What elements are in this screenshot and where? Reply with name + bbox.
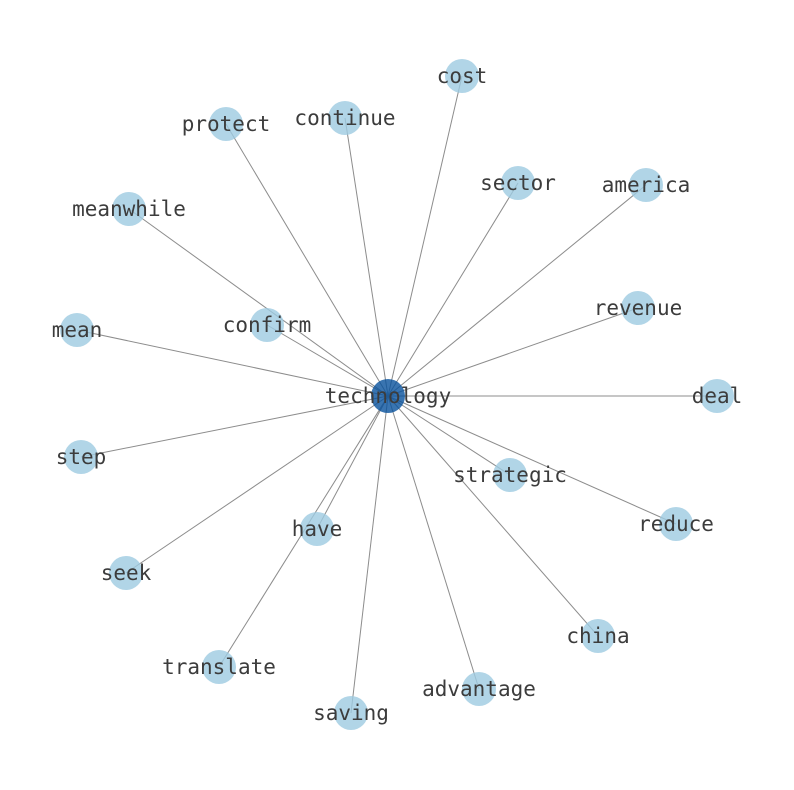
node-reduce	[659, 507, 693, 541]
edge-technology-advantage	[387, 395, 480, 690]
edge-technology-reduce	[387, 395, 677, 525]
node-label-confirm: confirm	[223, 313, 312, 337]
edge-technology-cost	[387, 75, 463, 397]
node-label-deal: deal	[692, 384, 743, 408]
node-label-meanwhile: meanwhile	[72, 197, 186, 221]
edge-technology-strategic	[387, 395, 511, 476]
node-label-china: china	[566, 624, 629, 648]
edge-technology-seek	[125, 395, 389, 574]
node-label-continue: continue	[294, 106, 395, 130]
node-saving	[334, 696, 368, 730]
node-label-mean: mean	[52, 318, 103, 342]
node-label-translate: translate	[162, 655, 276, 679]
edge-technology-revenue	[387, 307, 639, 397]
edge-technology-confirm	[266, 324, 389, 397]
node-america	[629, 168, 663, 202]
node-technology	[371, 379, 405, 413]
node-continue	[328, 101, 362, 135]
node-label-reduce: reduce	[638, 512, 714, 536]
edge-technology-continue	[344, 117, 389, 397]
node-translate	[202, 650, 236, 684]
node-label-america: america	[602, 173, 691, 197]
edge-technology-mean	[76, 329, 389, 397]
node-label-seek: seek	[101, 561, 152, 585]
edge-technology-meanwhile	[128, 208, 389, 397]
node-label-have: have	[292, 517, 343, 541]
node-label-saving: saving	[313, 701, 389, 725]
edge-technology-protect	[225, 123, 389, 397]
node-have	[300, 512, 334, 546]
node-cost	[445, 59, 479, 93]
node-deal	[700, 379, 734, 413]
edge-technology-have	[316, 395, 389, 530]
node-advantage	[462, 672, 496, 706]
node-label-technology: technology	[325, 384, 451, 408]
node-confirm	[250, 308, 284, 342]
node-seek	[109, 556, 143, 590]
node-label-advantage: advantage	[422, 677, 536, 701]
node-label-protect: protect	[182, 112, 271, 136]
node-label-strategic: strategic	[453, 463, 567, 487]
node-label-sector: sector	[480, 171, 556, 195]
node-label-step: step	[56, 445, 107, 469]
node-step	[64, 440, 98, 474]
node-strategic	[493, 458, 527, 492]
node-meanwhile	[112, 192, 146, 226]
node-china	[581, 619, 615, 653]
edge-technology-sector	[387, 182, 519, 397]
node-sector	[501, 166, 535, 200]
edge-technology-china	[387, 395, 599, 637]
node-protect	[209, 107, 243, 141]
node-label-revenue: revenue	[594, 296, 683, 320]
edge-technology-saving	[350, 395, 389, 714]
node-label-cost: cost	[437, 64, 488, 88]
node-revenue	[621, 291, 655, 325]
edge-technology-america	[387, 184, 647, 397]
edge-technology-step	[80, 395, 389, 458]
node-mean	[60, 313, 94, 347]
